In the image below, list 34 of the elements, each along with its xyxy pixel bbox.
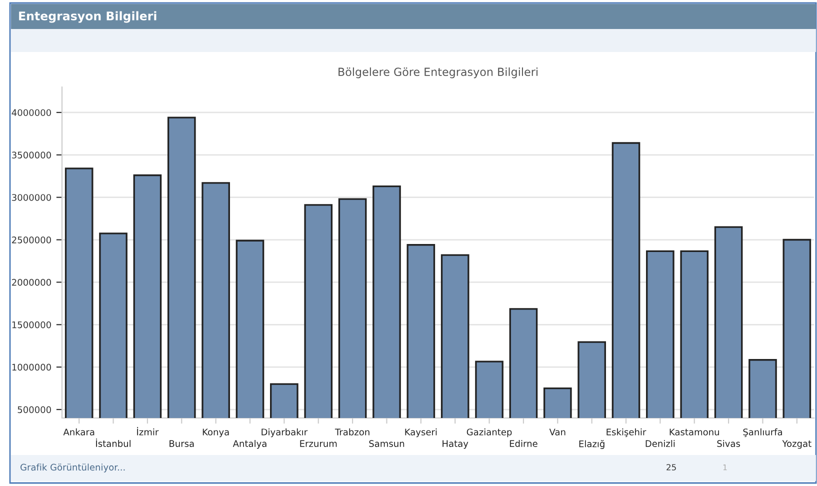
y-tick-label: 4000000 (12, 109, 51, 116)
text: 25 (666, 464, 676, 470)
x-tick-label: Konya (202, 428, 229, 438)
chart-title: Entegrasyon Bilgileri (19, 11, 156, 23)
x-tick-label: Yozgat (782, 440, 812, 449)
x-tick-label: Denizli (646, 440, 675, 447)
x-tick-label: Trabzon (334, 428, 370, 436)
x-tick-label: İstanbul (96, 438, 130, 447)
y-tick-label: 3000000 (12, 194, 51, 201)
x-tick-label: Samsun (369, 440, 404, 447)
y-tick-label: 2500000 (12, 236, 51, 244)
y-tick-label: 1500000 (12, 321, 51, 328)
x-tick-label: Gaziantep (466, 428, 512, 438)
y-tick-label: 3500000 (12, 152, 51, 158)
x-tick-label: Elazığ (579, 440, 604, 449)
x-tick-label: Antalya (232, 440, 266, 449)
chart-subtitle: Bölgelere Göre Entegrasyon Bilgileri (338, 67, 538, 78)
x-tick-label: Diyarbakır (262, 428, 308, 438)
x-tick-label: Edirne (510, 440, 538, 447)
x-tick-label: Ankara (63, 428, 94, 436)
x-tick-label: Şanlıurfa (743, 428, 782, 438)
y-tick-label: 1000000 (12, 364, 51, 371)
x-tick-label: Van (549, 428, 566, 436)
y-tick-label: 500000 (18, 406, 51, 414)
y-tick-label: 2000000 (12, 278, 51, 286)
x-tick-label: Erzurum (300, 440, 337, 447)
x-tick-label: Bursa (170, 440, 194, 447)
x-tick-label: Kayseri (405, 428, 437, 438)
x-tick-label: İzmir (137, 427, 159, 436)
x-tick-label: Eskişehir (606, 428, 646, 438)
text: Grafik Görüntüleniyor... (20, 464, 125, 472)
x-tick-label: Sivas (717, 440, 740, 447)
x-tick-label: Kastamonu (670, 428, 719, 436)
x-tick-label: Hatay (442, 440, 468, 449)
